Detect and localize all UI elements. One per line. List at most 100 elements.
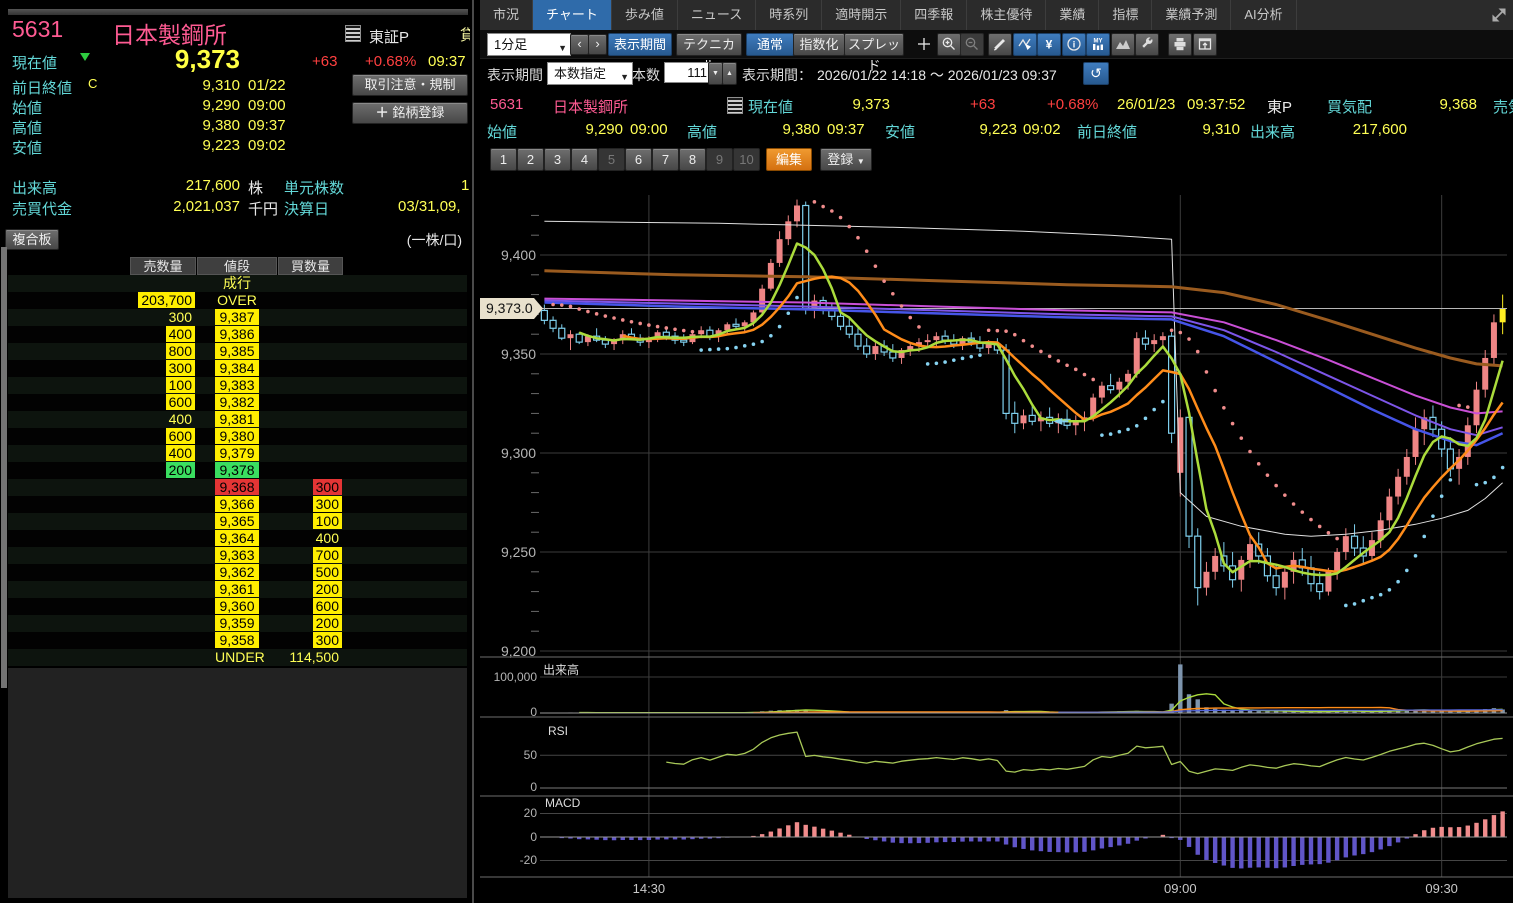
board-sell-qty[interactable]: 100	[165, 377, 195, 393]
board-sell-qty[interactable]: 200	[165, 462, 195, 478]
board-buy-qty[interactable]: 200	[312, 581, 342, 597]
board-buy-qty[interactable]: 400	[315, 530, 339, 546]
board-sell-qty[interactable]: 300	[165, 360, 195, 376]
prev-button[interactable]: ‹	[570, 34, 589, 55]
tab-業績予測[interactable]: 業績予測	[1152, 0, 1232, 30]
board-buy-qty[interactable]: 114,500	[289, 649, 339, 665]
board-sell-qty[interactable]: 400	[165, 445, 195, 461]
board-buy-qty[interactable]: 300	[312, 479, 342, 495]
board-price[interactable]: 9,385	[215, 343, 259, 359]
board-sell-qty[interactable]: 800	[165, 343, 195, 359]
trade-caution-button[interactable]: 取引注意・規制	[352, 74, 468, 96]
chart-page-button-8[interactable]: 8	[679, 148, 706, 171]
my-chart-icon[interactable]: MY	[1086, 33, 1110, 56]
zoom-out-icon[interactable]	[960, 33, 984, 56]
board-price[interactable]: 9,382	[215, 394, 259, 410]
bar-count-input[interactable]	[664, 62, 710, 83]
tab-AI分析[interactable]: AI分析	[1231, 0, 1297, 30]
zoom-in-icon[interactable]	[937, 33, 961, 56]
board-price[interactable]: 9,365	[215, 513, 259, 529]
board-price[interactable]: 9,363	[215, 547, 259, 563]
count-up-button[interactable]: ▲	[722, 62, 737, 85]
count-down-button[interactable]: ▼	[708, 62, 723, 85]
chart-page-button-2[interactable]: 2	[517, 148, 544, 171]
board-price[interactable]: OVER	[217, 292, 257, 308]
board-sell-qty[interactable]: 400	[168, 411, 192, 427]
board-price[interactable]: 9,379	[215, 445, 259, 461]
export-icon[interactable]	[1193, 33, 1217, 56]
board-buy-qty[interactable]: 300	[312, 496, 342, 512]
board-price[interactable]: UNDER	[215, 649, 265, 665]
tab-歩み値[interactable]: 歩み値	[612, 0, 678, 30]
board-price[interactable]: 9,378	[215, 462, 259, 478]
tab-指標[interactable]: 指標	[1099, 0, 1153, 30]
board-buy-qty[interactable]: 500	[312, 564, 342, 580]
chart-canvas[interactable]: 14:30 09:00 09:30 9,400 9,350 9,300 9,250 9,200…	[480, 175, 1513, 903]
next-button[interactable]: ›	[588, 34, 607, 55]
area-chart-icon[interactable]	[1111, 33, 1135, 56]
board-scrollbar[interactable]	[1, 247, 7, 688]
board-price[interactable]: 9,358	[215, 632, 259, 648]
board-price[interactable]: 9,366	[215, 496, 259, 512]
board-price[interactable]: 9,384	[215, 360, 259, 376]
board-sell-qty[interactable]: 203,700	[138, 292, 195, 308]
yen-icon[interactable]: ¥	[1037, 33, 1061, 56]
chart-page-button-3[interactable]: 3	[544, 148, 571, 171]
info-icon[interactable]: i	[1062, 33, 1086, 56]
printer-icon[interactable]	[1168, 33, 1192, 56]
pencil-icon[interactable]	[988, 33, 1012, 56]
tab-ニュース[interactable]: ニュース	[678, 0, 757, 30]
tab-株主優待[interactable]: 株主優待	[967, 0, 1047, 30]
chart-page-button-6[interactable]: 6	[625, 148, 652, 171]
count-mode-select[interactable]: 本数指定 ▼	[547, 62, 633, 85]
board-price[interactable]: 9,359	[215, 615, 259, 631]
timeframe-select[interactable]: 1分足 ▼	[487, 33, 571, 56]
trendline-cursor-icon[interactable]	[1013, 33, 1037, 56]
board-buy-qty[interactable]: 700	[312, 547, 342, 563]
tab-市況[interactable]: 市況	[480, 0, 534, 30]
add-watchlist-button[interactable]: ＋ 銘柄登録	[352, 102, 468, 124]
tab-時系列[interactable]: 時系列	[756, 0, 823, 30]
board-price[interactable]: 9,364	[215, 530, 259, 546]
board-price[interactable]: 9,383	[215, 377, 259, 393]
tab-四季報[interactable]: 四季報	[901, 0, 968, 30]
board-buy-qty[interactable]: 300	[312, 632, 342, 648]
board-price[interactable]: 9,361	[215, 581, 259, 597]
board-price[interactable]: 9,380	[215, 428, 259, 444]
board-price[interactable]: 9,381	[215, 411, 259, 427]
chart-page-button-1[interactable]: 1	[490, 148, 517, 171]
expand-icon[interactable]	[1490, 6, 1508, 24]
tab-チャート[interactable]: チャート	[533, 0, 612, 30]
wrench-icon[interactable]	[1135, 33, 1159, 56]
toolbar-button-指数化[interactable]: 指数化	[793, 33, 845, 56]
board-buy-qty[interactable]: 200	[312, 615, 342, 631]
tab-業績[interactable]: 業績	[1046, 0, 1100, 30]
toolbar-button-テクニカル[interactable]: テクニカル	[676, 33, 742, 73]
board-buy-qty[interactable]: 600	[312, 598, 342, 614]
chart-page-button-4[interactable]: 4	[571, 148, 598, 171]
board-sell-qty[interactable]: 400	[165, 326, 195, 342]
list-icon[interactable]	[345, 25, 361, 42]
toolbar-button-スプレッド[interactable]: スプレッド	[844, 33, 904, 73]
register-button[interactable]: 登録 ▼	[820, 148, 872, 171]
toolbar-button-表示期間[interactable]: 表示期間	[608, 33, 672, 56]
board-price[interactable]: 9,386	[215, 326, 259, 342]
edit-button[interactable]: 編集	[766, 148, 812, 171]
crosshair-icon[interactable]	[912, 33, 936, 56]
board-buy-qty[interactable]: 100	[312, 513, 342, 529]
board-sell-qty[interactable]: 600	[165, 394, 195, 410]
board-price[interactable]: 成行	[223, 275, 251, 291]
board-price[interactable]: 9,368	[215, 479, 259, 495]
board-sell-qty[interactable]: 600	[165, 428, 195, 444]
board-price[interactable]: 9,362	[215, 564, 259, 580]
reset-range-button[interactable]: ↺	[1083, 62, 1109, 85]
chart-page-button-7[interactable]: 7	[652, 148, 679, 171]
board-price[interactable]: 9,360	[215, 598, 259, 614]
list-icon[interactable]	[727, 97, 743, 114]
board-price[interactable]: 9,387	[215, 309, 259, 325]
composite-board-button[interactable]: 複合板	[5, 229, 59, 250]
toolbar-button-通常[interactable]: 通常	[746, 33, 794, 56]
panel-divider[interactable]	[472, 0, 474, 903]
tab-適時開示[interactable]: 適時開示	[822, 0, 902, 30]
board-sell-qty[interactable]: 300	[168, 309, 192, 325]
